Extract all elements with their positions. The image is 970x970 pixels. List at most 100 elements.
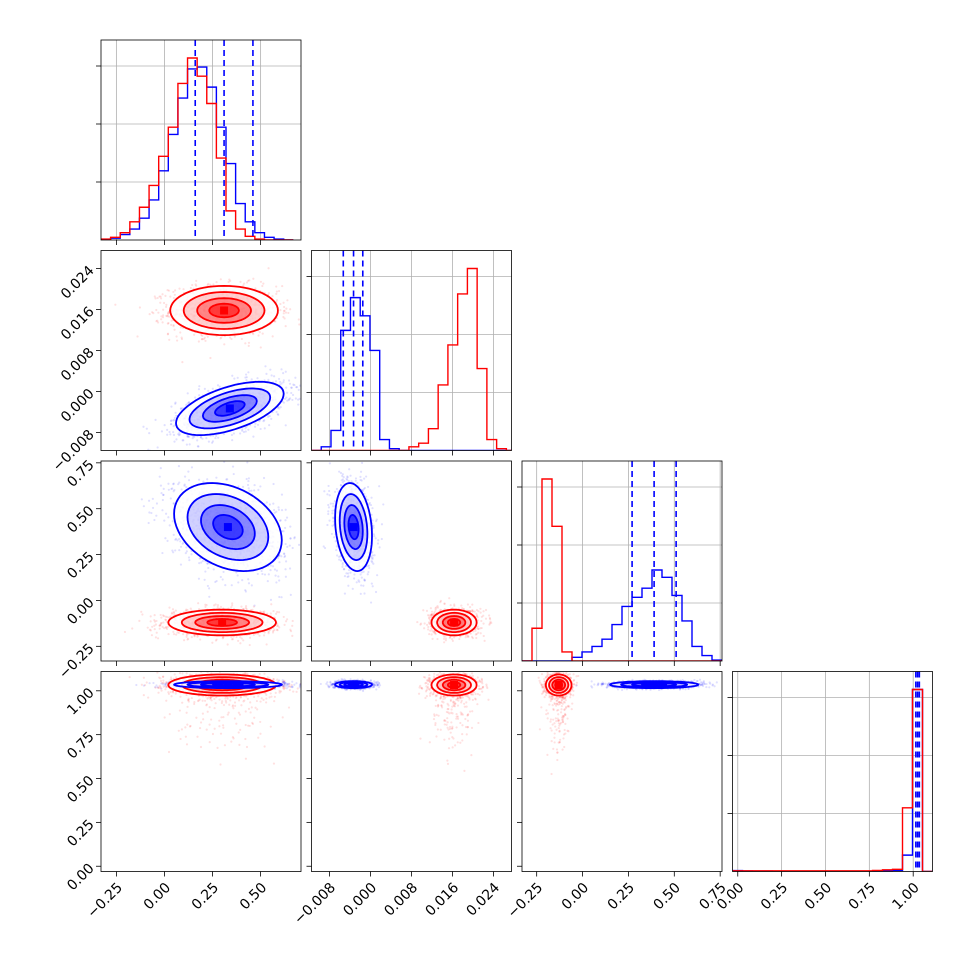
sample-point (284, 370, 287, 373)
sample-point (186, 402, 189, 405)
sample-point (179, 563, 183, 566)
sample-point (204, 339, 207, 342)
sample-point (278, 561, 281, 564)
sample-point (276, 610, 279, 614)
sample-point (287, 311, 290, 315)
sample-point (180, 407, 183, 410)
sample-point (166, 322, 170, 325)
sample-point (275, 290, 279, 293)
sample-point (162, 301, 166, 305)
sample-point (174, 538, 177, 541)
sample-point (165, 314, 168, 317)
sample-point (254, 287, 257, 290)
sample-point (152, 312, 155, 315)
sample-point (282, 372, 285, 375)
sample-point (165, 620, 168, 623)
sample-point (179, 407, 182, 410)
sample-point (269, 564, 273, 567)
sample-point (172, 433, 176, 437)
sample-point (170, 419, 173, 422)
sample-point (244, 376, 247, 379)
sample-point (279, 302, 282, 306)
sample-point (197, 478, 201, 481)
sample-point (284, 519, 287, 522)
sample-point (251, 331, 254, 335)
sample-point (237, 581, 240, 584)
sample-point (272, 375, 276, 378)
sample-point (214, 603, 217, 606)
sample-point (159, 613, 162, 617)
sample-point (279, 309, 282, 312)
sample-point (161, 625, 164, 628)
sample-point (220, 336, 223, 339)
panel-body (123, 461, 311, 647)
sample-point (215, 281, 218, 284)
sample-point (245, 425, 248, 428)
sample-point (277, 611, 281, 614)
sample-point (303, 380, 305, 382)
sample-point (211, 641, 214, 644)
sample-point (200, 333, 203, 337)
sample-point (271, 295, 274, 298)
sample-point (148, 628, 151, 631)
sample-point (213, 604, 216, 607)
histogram-panel-0 (96, 39, 302, 245)
sample-point (167, 488, 170, 491)
sample-point (282, 401, 286, 404)
sample-point (244, 342, 247, 345)
sample-point (174, 401, 177, 404)
sample-point (147, 448, 150, 451)
sample-point (172, 551, 175, 554)
sample-point (245, 281, 249, 284)
sample-point (197, 388, 201, 391)
sample-point (190, 553, 193, 556)
sample-point (291, 624, 294, 627)
sample-point (267, 292, 271, 295)
sample-point (154, 418, 157, 421)
sample-point (239, 636, 242, 639)
sample-point (222, 570, 225, 574)
sample-point (159, 622, 162, 625)
histogram-blue-series (101, 66, 294, 240)
sample-point (268, 414, 271, 418)
sample-point (158, 295, 161, 298)
sample-point (151, 311, 154, 314)
sample-point (162, 621, 165, 624)
sample-point (185, 633, 188, 637)
sample-point (288, 382, 292, 385)
sample-point (138, 619, 141, 622)
sample-point (258, 420, 261, 423)
sample-point (180, 336, 183, 339)
sample-point (248, 643, 251, 647)
sample-point (167, 312, 170, 315)
sample-point (186, 638, 189, 641)
sample-point (297, 318, 300, 321)
sample-point (256, 572, 259, 576)
blue-density-contours (175, 380, 285, 437)
sample-point (212, 434, 215, 437)
sample-point (172, 419, 175, 422)
histogram-panel-2 (517, 460, 723, 666)
sample-point (173, 416, 176, 420)
sample-point (277, 413, 280, 416)
sample-point (230, 337, 233, 341)
sample-point (274, 320, 277, 323)
sample-point (193, 435, 196, 439)
sample-point (170, 612, 173, 615)
histogram-body (311, 250, 512, 451)
sample-point (229, 279, 232, 282)
sample-point (189, 286, 192, 290)
sample-point (285, 396, 288, 399)
sample-point (200, 338, 204, 341)
sample-point (309, 619, 311, 621)
sample-point (235, 635, 238, 639)
sample-point (290, 391, 293, 395)
sample-point (207, 440, 211, 443)
sample-point (182, 288, 185, 291)
sample-point (262, 634, 266, 637)
sample-point (254, 422, 257, 425)
sample-point (185, 550, 188, 553)
sample-point (279, 380, 282, 383)
sample-point (286, 399, 289, 402)
sample-point (173, 293, 176, 296)
